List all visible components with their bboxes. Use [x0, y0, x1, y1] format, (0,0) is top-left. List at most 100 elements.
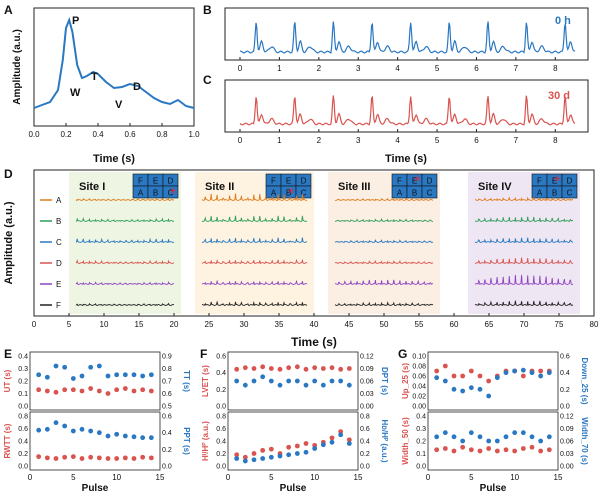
x-tick-label: 0.2: [60, 130, 72, 139]
grid-cell-label: A: [537, 189, 543, 198]
site-label: Site III: [338, 181, 370, 193]
y-tick-label-left: 0.2: [18, 379, 28, 386]
scatter-point-left: [53, 389, 59, 395]
annotation-w: W: [70, 87, 81, 99]
scatter-point-left: [88, 386, 94, 391]
annotation-v: V: [115, 99, 123, 111]
grid-cell: [421, 185, 438, 199]
scatter-point-left: [520, 373, 526, 379]
scatter-point-left: [44, 388, 50, 394]
scatter-point-left: [346, 366, 352, 371]
series-line-F: [474, 300, 574, 307]
x-tick-label: 3: [356, 64, 361, 73]
scatter-point-right: [468, 430, 474, 436]
scatter-point-right: [546, 434, 552, 440]
scatter-frame: [427, 351, 559, 411]
x-tick-label: 60: [450, 320, 459, 329]
scatter-point-right: [442, 378, 448, 384]
scatter-point-right: [242, 458, 248, 464]
y-tick-label-right: 0.06: [560, 439, 574, 446]
x-tick-label: 4: [395, 136, 400, 145]
scatter-point-right: [460, 388, 466, 394]
grid-cell-label: B: [552, 189, 557, 198]
scatter-point-left: [260, 447, 266, 453]
x-tick-label: 20: [170, 320, 179, 329]
panel-c: C 30 d 0 1 2 3 4 5 6 7 8 Time (s): [203, 73, 589, 165]
x-tick-label: 0.6: [124, 130, 136, 139]
y-tick-label-left: 0.4: [18, 354, 28, 361]
series-line-F: [202, 300, 308, 306]
y-tick-label-right: 0.06: [360, 379, 374, 386]
panel-f-letter: F: [200, 347, 207, 361]
scatter-point-left: [79, 456, 85, 461]
panel-a-letter: A: [4, 3, 13, 17]
y-tick-label-left: 0.2: [416, 439, 426, 446]
grid-cell-label: A: [138, 189, 144, 198]
series-line-A: [75, 197, 175, 201]
panel-c-xlabel: Time (s): [385, 153, 427, 165]
series-line-A: [201, 193, 308, 201]
scatter-point-right: [96, 430, 102, 436]
scatter-point-right: [486, 438, 492, 444]
series-line-F: [334, 301, 434, 306]
panel-g-letter: G: [398, 347, 407, 361]
x-tick-label: 4: [395, 64, 400, 73]
x-tick-label: 5: [67, 320, 72, 329]
y-tick-label-right: 0.9: [162, 354, 172, 361]
y-tick-label-left: 0.0: [18, 464, 28, 471]
y-tick-label-right: 0.6: [360, 426, 370, 433]
y-tick-label-right: 0.6: [162, 391, 172, 398]
x-tick-label: 5: [269, 473, 274, 482]
site-marker-icon: ✳: [553, 174, 561, 184]
scatter-point-right: [53, 363, 59, 369]
x-tick-label: 5: [435, 64, 440, 73]
scatter-point-right: [251, 457, 257, 463]
x-tick-label: 25: [205, 320, 214, 329]
x-tick-label: 5: [469, 473, 474, 482]
x-tick-label: 0: [226, 473, 231, 482]
scatter-point-right: [53, 420, 59, 426]
scatter-point-left: [294, 443, 300, 449]
scatter-point-left: [79, 388, 85, 394]
scatter-point-right: [320, 382, 326, 388]
scatter-point-left: [140, 387, 146, 393]
scatter-point-left: [234, 366, 240, 372]
y-tick-label-right: 0.6: [162, 414, 172, 421]
panel-d-x-ticks: 0 5 10 15 20 25 30 35 40 45 50 55 60 65 70 75 80: [32, 313, 599, 329]
panel-e-letter: E: [4, 347, 12, 361]
y-tick-label-right: 0.0: [560, 404, 570, 411]
x-tick-label: 0: [32, 320, 37, 329]
scatter-frame: [227, 351, 359, 411]
x-tick-label: 2: [317, 136, 322, 145]
y-tick-label-right: 0.03: [560, 451, 574, 458]
scatter-panels: 0.0 0.1 0.2 0.3 0.4 0.5 0.6 0.7 0.8 0.9 UT (s) TT (…: [3, 351, 589, 494]
series-line-D: [474, 257, 574, 264]
x-tick-label: 15: [354, 473, 363, 482]
scatter-point-left: [346, 437, 352, 443]
x-tick-label: 8: [553, 136, 558, 145]
y-label-right: DPT (s): [380, 367, 389, 395]
scatter-point-right: [512, 430, 518, 436]
panel-c-x-ticks: 0 1 2 3 4 5 6 7 8: [238, 129, 558, 145]
y-tick-label-right: 0.7: [162, 379, 172, 386]
scatter-frame: [29, 411, 161, 471]
scatter-point-right: [503, 434, 509, 440]
scatter-point-left: [486, 378, 492, 384]
grid-cell-label: C: [427, 189, 433, 198]
series-line-A: [474, 196, 574, 201]
scatter-point-right: [277, 453, 283, 459]
scatter-point-right: [140, 373, 146, 379]
panel-d-letter: D: [4, 167, 13, 181]
scatter-point-left: [442, 446, 448, 451]
grid-cell: [295, 185, 312, 199]
scatter-point-right: [242, 382, 248, 388]
panel-d-legend: A B C D E F: [40, 196, 62, 310]
scatter-point-left: [503, 447, 509, 453]
grid-cell-label: D: [301, 177, 307, 186]
scatter-point-left: [320, 366, 326, 371]
scatter-point-right: [44, 426, 50, 432]
y-tick-label-right: 0.00: [560, 464, 574, 471]
scatter-point-right: [529, 370, 535, 376]
x-tick-label: 3: [356, 136, 361, 145]
y-tick-label-left: 0.2: [216, 451, 226, 458]
